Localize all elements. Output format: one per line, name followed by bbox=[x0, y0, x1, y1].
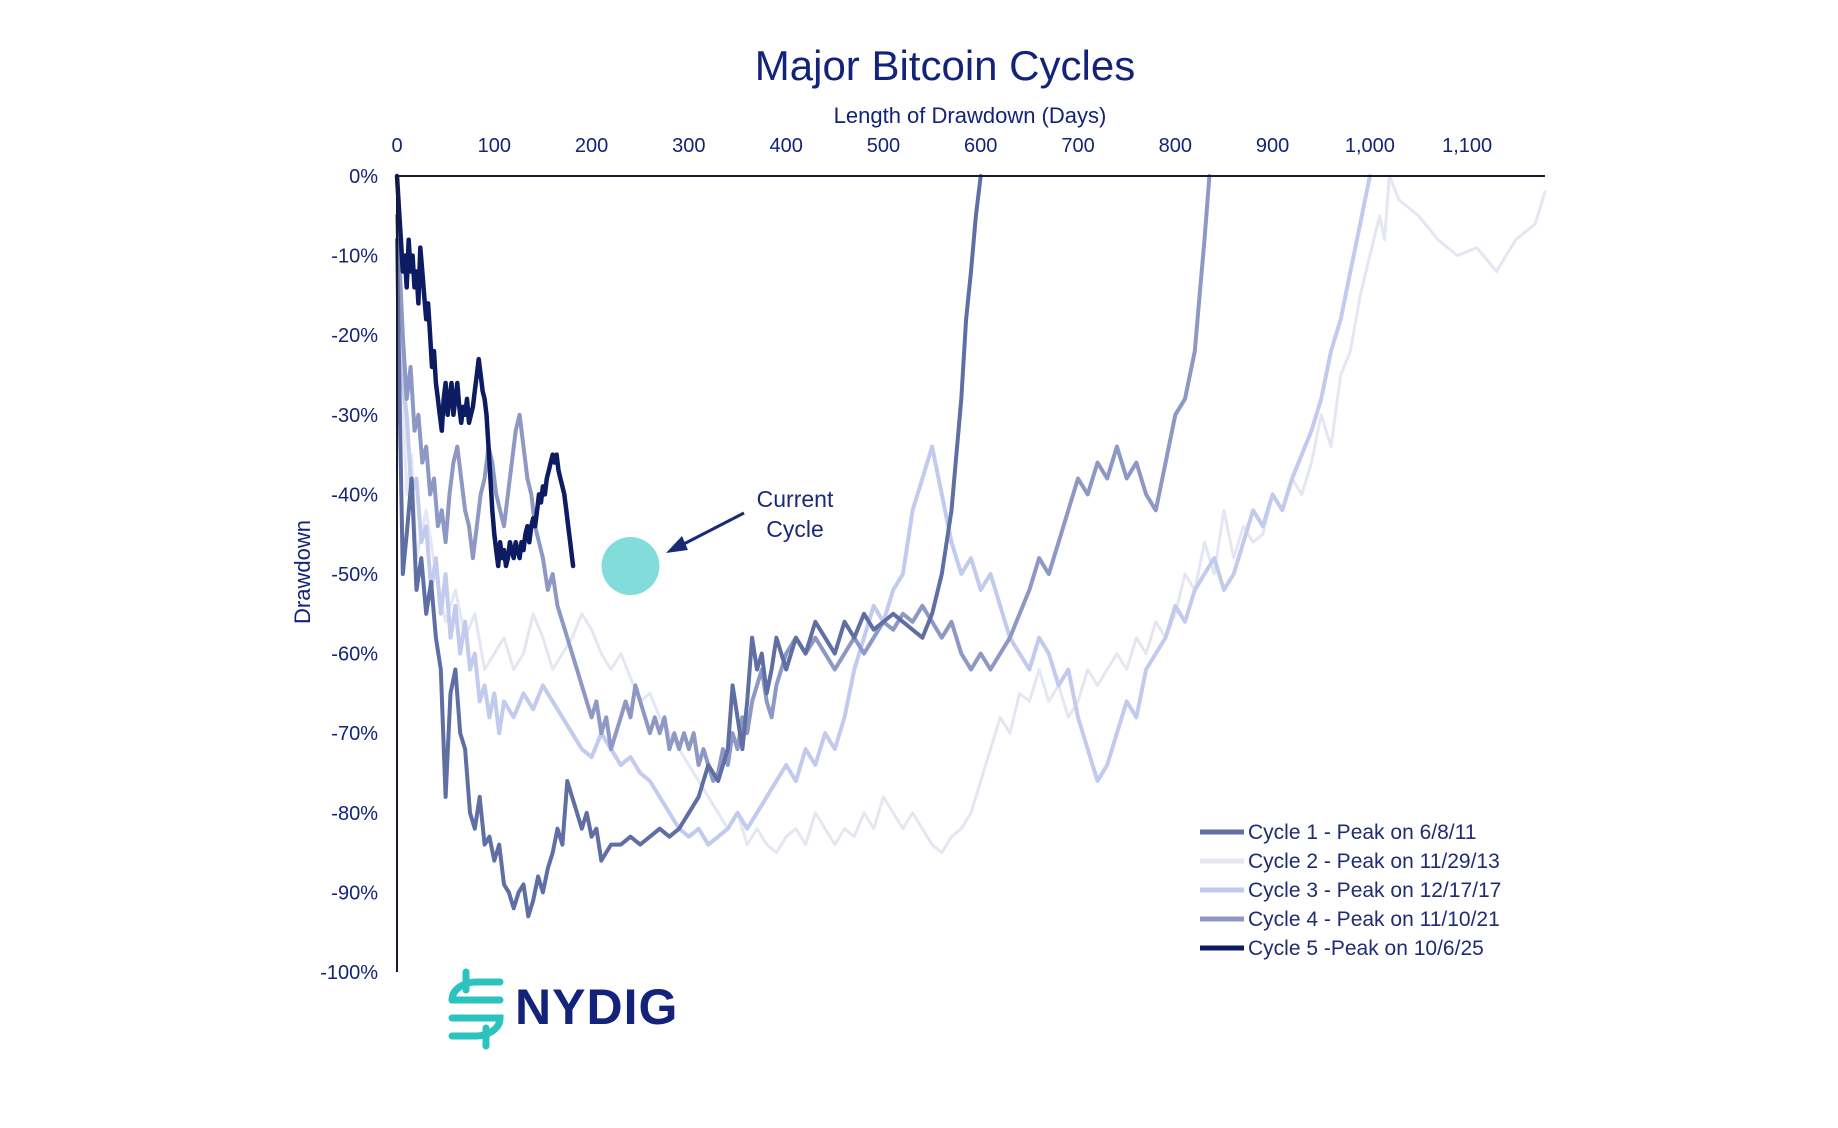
series-line-cycle-2 bbox=[395, 174, 1547, 855]
x-tick-label: 300 bbox=[672, 135, 705, 157]
series-line-cycle-4 bbox=[395, 174, 1212, 783]
y-tick-label: -90% bbox=[331, 882, 378, 904]
y-tick-label: -60% bbox=[331, 644, 378, 666]
logo-wordmark: NYDIG bbox=[515, 979, 678, 1035]
y-tick-label: -50% bbox=[331, 564, 378, 586]
series-line-cycle-1 bbox=[395, 174, 983, 919]
legend-label-cycle-1: Cycle 1 - Peak on 6/8/11 bbox=[1248, 821, 1476, 844]
legend-label-cycle-3: Cycle 3 - Peak on 12/17/17 bbox=[1248, 879, 1501, 902]
x-axis-title: Length of Drawdown (Days) bbox=[834, 103, 1107, 128]
y-tick-label: -80% bbox=[331, 803, 378, 825]
y-axis-title: Drawdown bbox=[290, 520, 315, 624]
annotation-arrow-head-icon bbox=[666, 536, 688, 553]
y-tick-label: 0% bbox=[349, 166, 378, 188]
chart-title: Major Bitcoin Cycles bbox=[755, 42, 1135, 89]
legend-label-cycle-2: Cycle 2 - Peak on 11/29/13 bbox=[1248, 850, 1500, 873]
x-tick-label: 400 bbox=[769, 135, 802, 157]
x-tick-label: 1,000 bbox=[1345, 135, 1395, 157]
nydig-logo-mark bbox=[448, 968, 504, 1050]
x-tick-label: 700 bbox=[1061, 135, 1094, 157]
annotation-arrow bbox=[675, 511, 745, 550]
y-tick-label: -70% bbox=[331, 723, 378, 745]
legend-label-cycle-5: Cycle 5 -Peak on 10/6/25 bbox=[1248, 937, 1484, 960]
chart-legend: Cycle 1 - Peak on 6/8/11 Cycle 2 - Peak o… bbox=[1200, 821, 1501, 960]
x-tick-label: 0 bbox=[391, 135, 402, 157]
y-tick-label: -30% bbox=[331, 405, 378, 427]
series-line-cycle-3 bbox=[395, 174, 1372, 847]
x-tick-label: 800 bbox=[1159, 135, 1192, 157]
series-lines bbox=[394, 173, 1547, 919]
x-tick-label: 1,100 bbox=[1442, 135, 1492, 157]
x-axis-ticks: 0 100 200 300 400 500 600 700 800 900 1,000 1,100 bbox=[391, 135, 1492, 157]
y-axis-ticks: 0% -10% -20% -30% -40% -50% -60% -70% -80% -90% -1… bbox=[320, 166, 378, 984]
x-tick-label: 600 bbox=[964, 135, 997, 157]
nydig-logo: NYDIG bbox=[448, 968, 678, 1050]
x-tick-label: 100 bbox=[478, 135, 511, 157]
legend-label-cycle-4: Cycle 4 - Peak on 11/10/21 bbox=[1248, 908, 1500, 931]
y-tick-label: -10% bbox=[331, 246, 378, 268]
x-tick-label: 200 bbox=[575, 135, 608, 157]
annotation-label-line-2: Cycle bbox=[766, 516, 824, 542]
series-line-cycle-5 bbox=[394, 173, 576, 569]
y-tick-label: -40% bbox=[331, 484, 378, 506]
x-tick-label: 900 bbox=[1256, 135, 1289, 157]
annotation-label-line-1: Current bbox=[757, 486, 834, 512]
current-cycle-marker bbox=[601, 537, 660, 596]
y-tick-label: -100% bbox=[320, 962, 378, 984]
x-tick-label: 500 bbox=[867, 135, 900, 157]
y-tick-label: -20% bbox=[331, 325, 378, 347]
